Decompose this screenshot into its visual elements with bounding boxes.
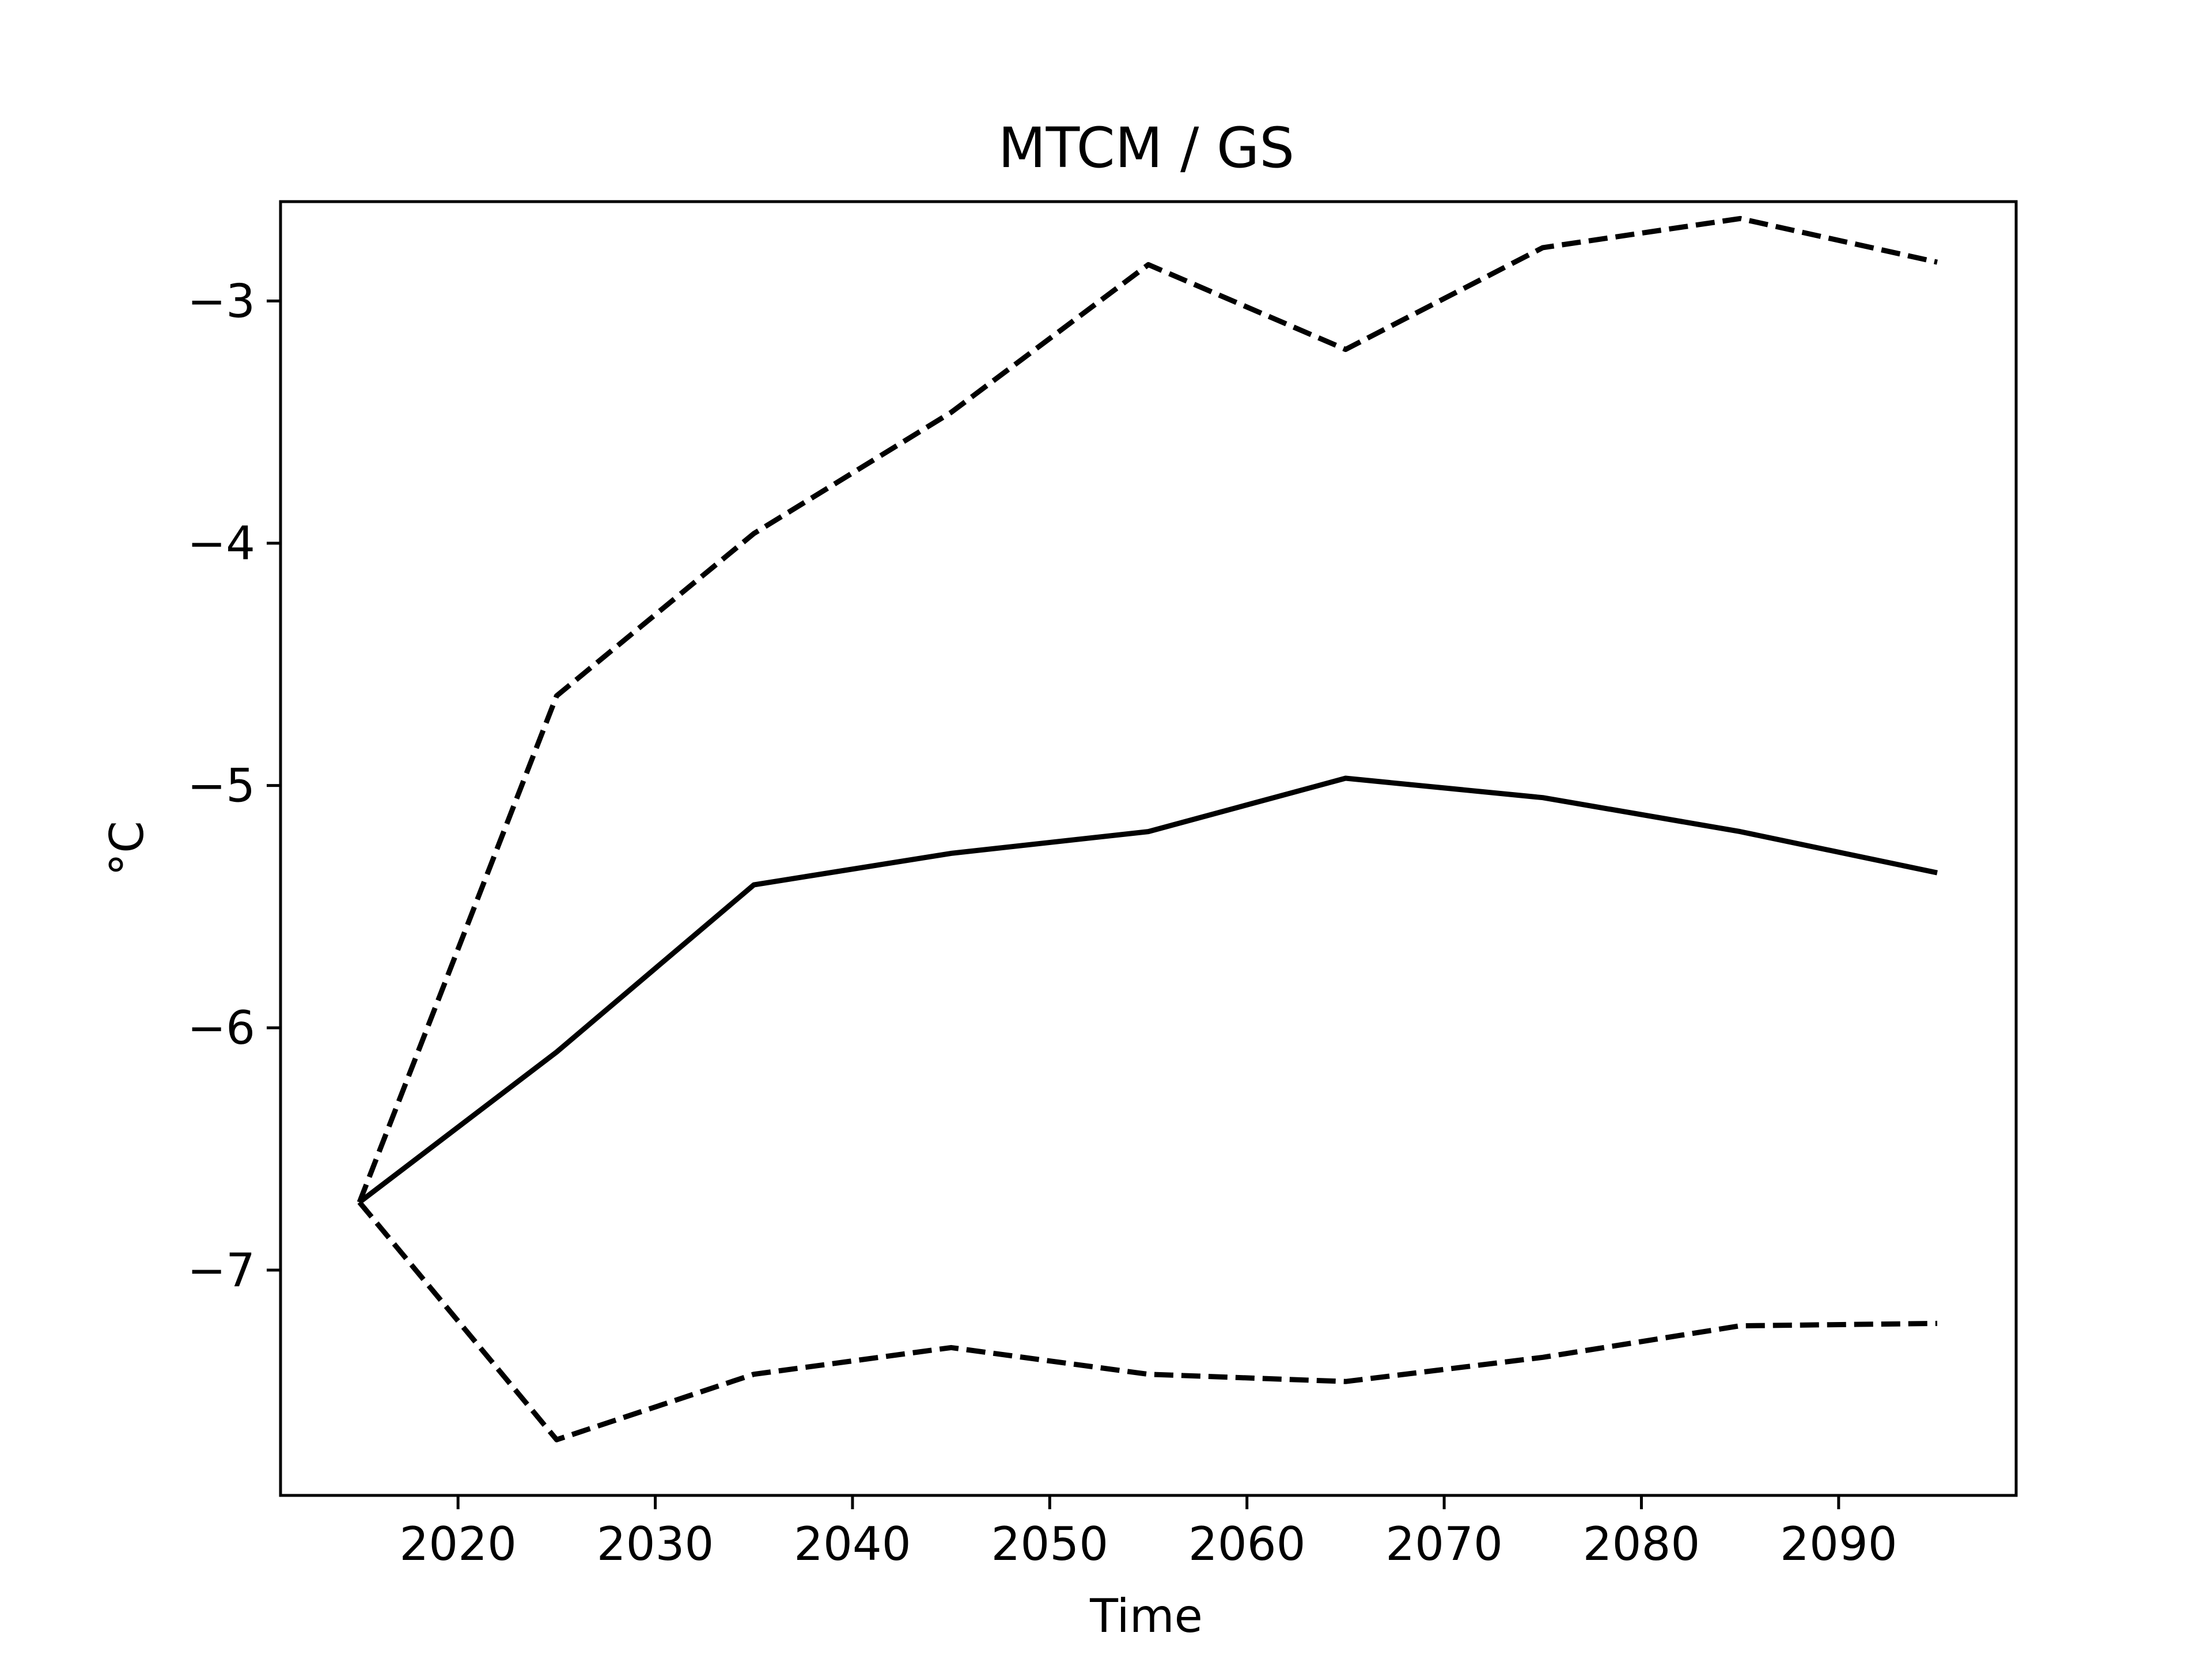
x-tick-label: 2080 <box>1583 1517 1700 1571</box>
y-tick-label: −4 <box>187 517 255 570</box>
x-axis-ticks: 2020 2030 2040 2050 2060 2070 2080 2090 <box>399 1495 1897 1571</box>
x-axis-label: Time <box>1089 1589 1203 1643</box>
y-tick-label: −7 <box>187 1244 255 1297</box>
plot-frame <box>279 200 2018 1497</box>
series-line-1 <box>358 775 1938 1205</box>
x-tick-label: 2070 <box>1385 1517 1503 1571</box>
series-line-2 <box>357 215 1938 1203</box>
y-tick-label: −5 <box>187 759 255 813</box>
plot-area <box>357 215 1938 1442</box>
series-line-3 <box>357 1200 1938 1442</box>
x-tick-label: 2050 <box>991 1517 1109 1571</box>
x-tick-label: 2090 <box>1780 1517 1897 1571</box>
x-tick-label: 2040 <box>794 1517 911 1571</box>
y-axis-ticks: −3 −4 −5 −6 −7 <box>187 274 281 1297</box>
x-tick-label: 2030 <box>597 1517 714 1571</box>
x-tick-label: 2060 <box>1188 1517 1306 1571</box>
y-tick-label: −6 <box>187 1001 255 1055</box>
y-tick-label: −3 <box>187 274 255 328</box>
chart-title: MTCM / GS <box>998 116 1294 180</box>
y-axis-label: °C <box>100 821 154 876</box>
x-tick-label: 2020 <box>399 1517 517 1571</box>
